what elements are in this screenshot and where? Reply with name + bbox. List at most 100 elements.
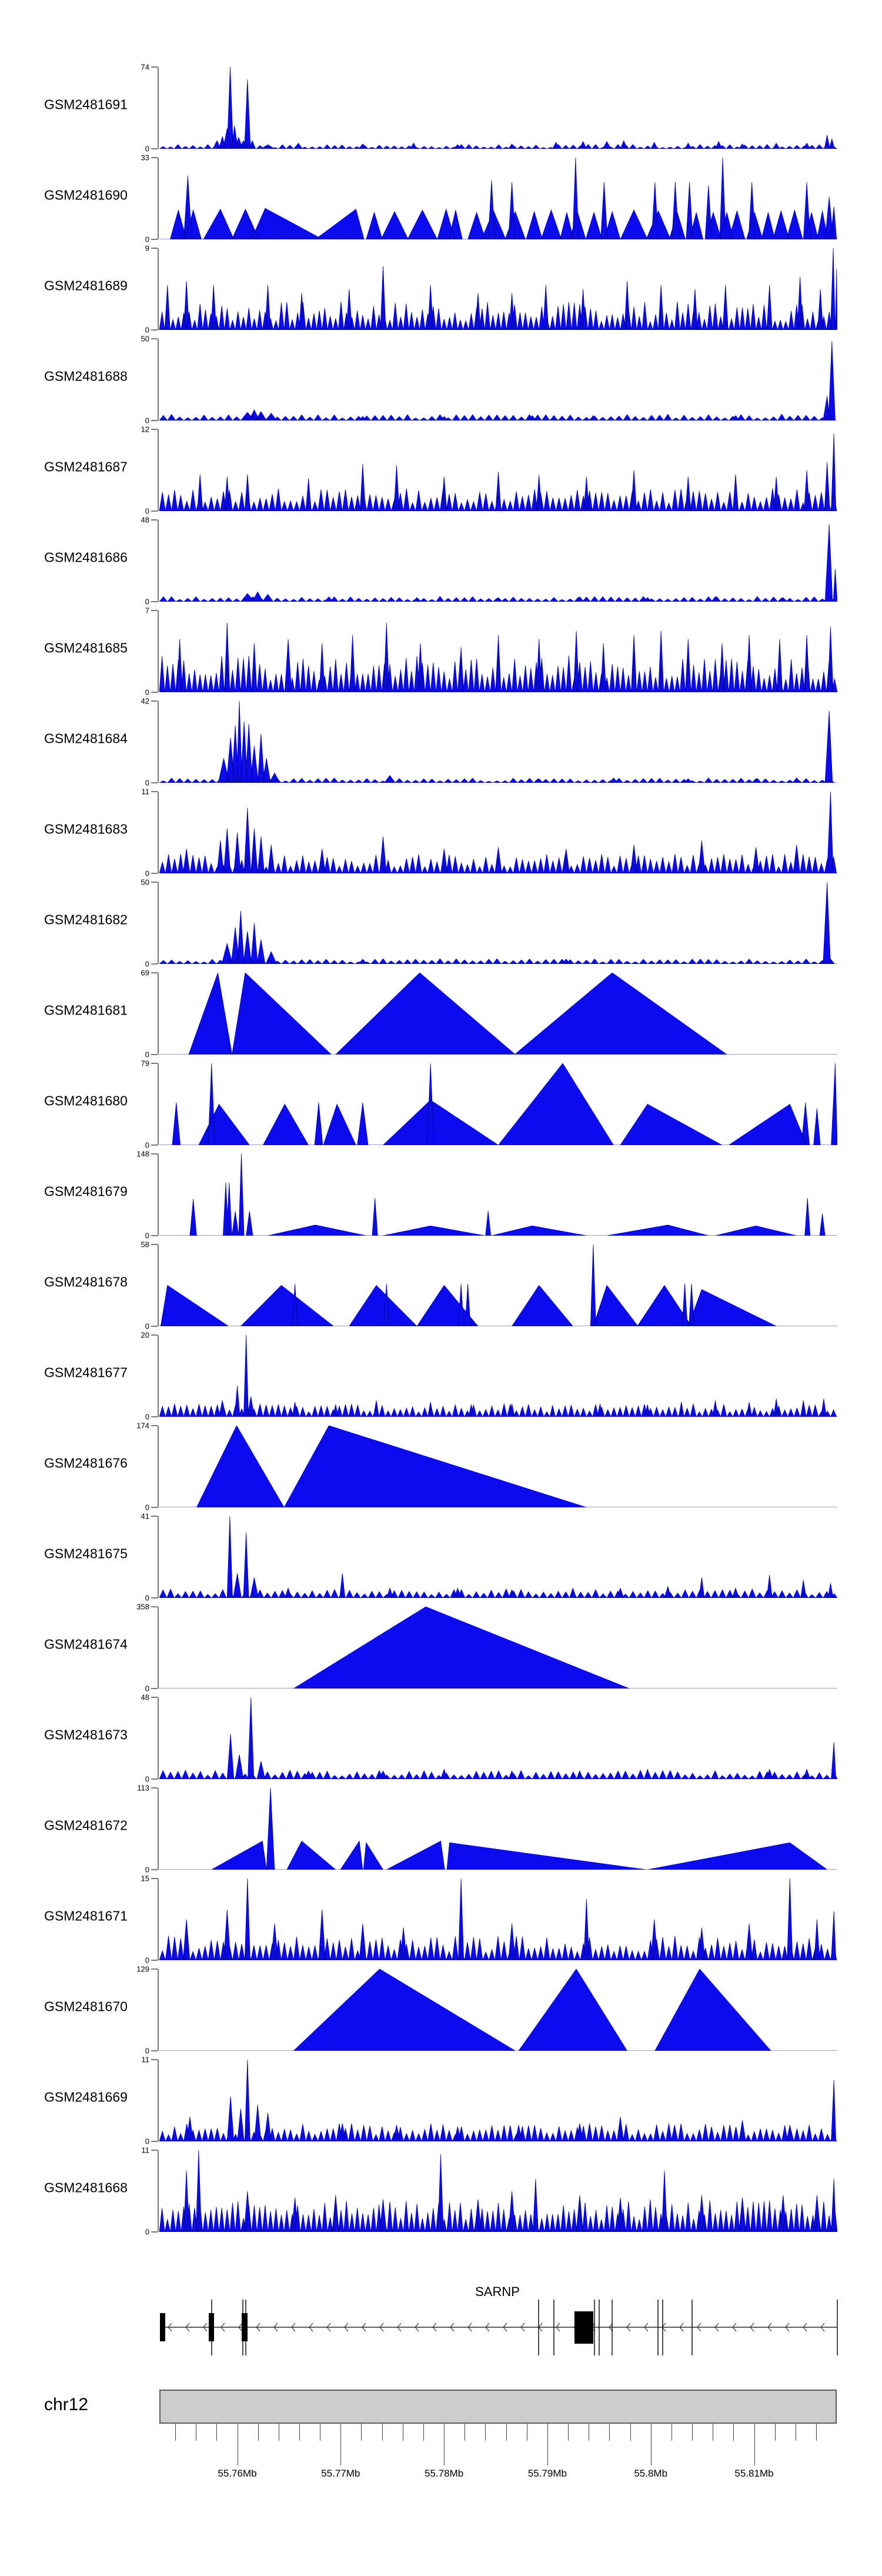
yzero-label: 0 [145,506,149,516]
coverage-area [159,2060,837,2141]
strand-arrow-icon [432,2323,437,2332]
ymax-label: 174 [136,1421,149,1430]
track-label: GSM2481677 [44,1364,128,1380]
y-axis-line [158,2150,159,2232]
yzero-label: 0 [145,959,149,969]
strand-arrow-icon [556,2323,560,2332]
coverage-area [159,1244,837,1326]
ymax-label: 129 [136,1964,149,1974]
y-axis-line [158,1154,159,1236]
strand-arrow-icon [732,2323,737,2332]
gene-title: SARNP [475,2284,520,2299]
y-axis-tick [151,329,158,331]
strand-arrow-icon [750,2323,754,2332]
track-GSM2481684: GSM2481684 42 0 [0,697,882,788]
axis-minor-tick [733,2424,734,2441]
y-axis-tick [151,2141,158,2142]
y-axis-tick [151,148,158,149]
y-axis-tick [151,1697,158,1698]
track-label: GSM2481669 [44,2089,128,2105]
y-axis-line [158,2060,159,2141]
y-axis-tick [151,1968,158,1970]
y-axis-tick [151,882,158,883]
y-axis-tick [151,1334,158,1336]
y-axis-line [158,339,159,421]
y-axis-tick [151,791,158,792]
y-axis-tick [151,1144,158,1146]
coverage-area [159,1969,837,2051]
track-label: GSM2481681 [44,1002,128,1018]
strand-arrow-icon [803,2323,807,2332]
coverage-area [159,1607,837,1689]
y-axis-line [158,520,159,602]
y-axis-tick [151,510,158,512]
strand-arrow-icon [273,2323,278,2332]
coverage-area [159,523,837,602]
yzero-label: 0 [145,1412,149,1422]
yzero-label: 0 [145,1322,149,1331]
y-axis-tick [151,692,158,693]
track-label: GSM2481679 [44,1183,128,1199]
y-axis-tick [151,1597,158,1599]
y-axis-line [158,429,159,511]
coverage-area [159,622,837,692]
track-GSM2481681: GSM2481681 69 0 [0,969,882,1059]
axis-label: 55.79Mb [527,2468,567,2479]
track-GSM2481691: GSM2481691 74 0 [0,63,882,154]
strand-arrow-icon [662,2323,666,2332]
coverage-area [159,1878,837,1960]
track-label: GSM2481686 [44,549,128,565]
axis-minor-tick [630,2424,631,2441]
yzero-label: 0 [145,1684,149,1693]
y-axis-tick [151,1425,158,1426]
strand-arrow-icon [714,2323,719,2332]
y-axis-tick [151,601,158,602]
track-GSM2481689: GSM2481689 9 0 [0,244,882,335]
yzero-label: 0 [145,416,149,425]
yzero-label: 0 [145,1865,149,1874]
strand-arrow-icon [379,2323,384,2332]
track-GSM2481680: GSM2481680 79 0 [0,1059,882,1150]
y-axis-line [158,882,159,964]
y-axis-tick [151,963,158,965]
axis-minor-tick [423,2424,424,2441]
y-axis-tick [151,2059,158,2060]
track-label: GSM2481684 [44,730,128,746]
y-axis-line [158,610,159,692]
y-axis-tick [151,610,158,611]
strand-arrow-icon [820,2323,825,2332]
ymax-label: 148 [136,1149,149,1159]
y-axis-line [158,1607,159,1689]
axis-minor-tick [671,2424,672,2441]
y-axis-line [158,1788,159,1870]
track-label: GSM2481675 [44,1546,128,1561]
ymax-label: 12 [141,425,149,434]
y-axis-tick [151,519,158,520]
y-axis-line [158,1969,159,2051]
track-label: GSM2481670 [44,1998,128,2014]
axis-label: 55.8Mb [634,2468,668,2479]
y-axis-tick [151,1507,158,1508]
track-label: GSM2481671 [44,1908,128,1924]
track-label: GSM2481680 [44,1093,128,1109]
strand-arrow-icon [697,2323,701,2332]
coverage-area [159,973,837,1055]
coverage-area [159,341,837,421]
yzero-label: 0 [145,869,149,878]
y-axis-tick [151,2150,158,2151]
track-GSM2481675: GSM2481675 41 0 [0,1512,882,1603]
gene-model-track: SARNP [160,2284,838,2355]
strand-arrow-icon [785,2323,790,2332]
strand-arrow-icon [485,2323,490,2332]
y-axis-line [158,158,159,239]
y-axis-tick [151,1960,158,1961]
yzero-label: 0 [145,1503,149,1512]
track-GSM2481690: GSM2481690 33 0 [0,154,882,244]
coverage-area [159,67,837,149]
yzero-label: 0 [145,1774,149,1784]
strand-arrow-icon [220,2323,225,2332]
strand-arrow-icon [679,2323,684,2332]
strand-arrow-icon [467,2323,472,2332]
coverage-area [159,248,837,330]
y-axis-line [158,1426,159,1507]
